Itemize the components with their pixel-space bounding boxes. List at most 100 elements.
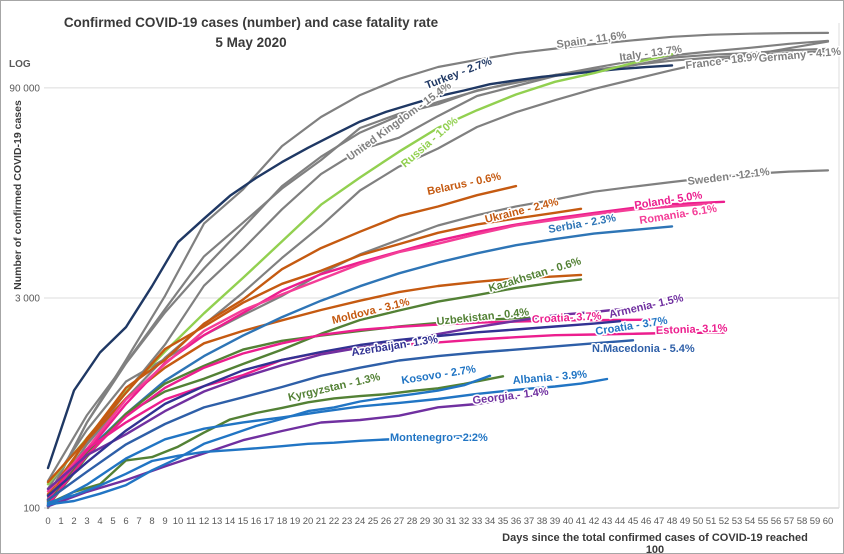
- series-line-romania: [46, 202, 713, 493]
- x-tick-label: 5: [110, 516, 115, 527]
- chart-subtitle: 5 May 2020: [215, 34, 287, 50]
- series-label-azerbaijan: Azerbaijan- 1.3%: [351, 333, 439, 359]
- series-line-germany: [46, 50, 830, 500]
- x-tick-label: 39: [550, 516, 561, 527]
- x-tick-label: 59: [810, 516, 821, 527]
- x-tick-label: 37: [524, 516, 535, 527]
- x-tick-label: 58: [797, 516, 808, 527]
- series-line-belarus: [46, 184, 518, 484]
- x-tick-label: 7: [136, 516, 141, 527]
- x-tick-label: 56: [771, 516, 782, 527]
- x-tick-label: 27: [394, 516, 405, 527]
- x-tick-label: 51: [706, 516, 717, 527]
- series-label-sweden: Sweden - 12.1%: [687, 166, 771, 188]
- x-tick-label: 8: [149, 516, 154, 527]
- series-label-croatia: Croatia- 3.7%: [532, 310, 602, 326]
- x-tick-label: 55: [758, 516, 769, 527]
- x-tick-label: 46: [641, 516, 652, 527]
- series-line-france: [46, 47, 830, 510]
- series-line-estonia: [46, 331, 726, 501]
- x-tick-label: 25: [368, 516, 379, 527]
- x-tick-label: 28: [407, 516, 418, 527]
- x-tick-label: 52: [719, 516, 730, 527]
- x-tick-label: 42: [589, 516, 600, 527]
- x-tick-label: 24: [355, 516, 366, 527]
- x-tick-label: 30: [433, 516, 444, 527]
- x-tick-label: 40: [563, 516, 574, 527]
- x-tick-label: 13: [212, 516, 223, 527]
- y-tick-label: 100: [23, 504, 40, 515]
- series-line-uzbekistan: [46, 316, 531, 507]
- x-tick-label: 44: [615, 516, 626, 527]
- series-line-n-macedonia: [46, 339, 635, 502]
- series-line-italy: [46, 39, 830, 482]
- x-tick-label: 23: [342, 516, 353, 527]
- chart-title-block: Confirmed COVID-19 cases (number) and ca…: [56, 13, 446, 52]
- x-tick-label: 4: [97, 516, 102, 527]
- x-tick-label: 41: [576, 516, 587, 527]
- series-label-belarus: Belarus - 0.6%: [426, 171, 502, 198]
- x-tick-label: 17: [264, 516, 275, 527]
- x-tick-label: 33: [472, 516, 483, 527]
- x-tick-label: 16: [251, 516, 262, 527]
- series-line-azerbaijan: [46, 320, 622, 497]
- y-axis-title: Number of confirmed COVID-19 cases: [12, 100, 24, 290]
- series-label-georgia: Georgia - 1.4%: [472, 386, 550, 407]
- series-label-armenia: Armenia- 1.5%: [608, 292, 685, 321]
- series-line-united-kingdom: [46, 40, 830, 501]
- series-label-spain: Spain - 11,6%: [556, 29, 628, 51]
- x-tick-label: 20: [303, 516, 314, 527]
- x-tick-label: 57: [784, 516, 795, 527]
- series-line-kosovo: [46, 374, 492, 506]
- x-tick-label: 53: [732, 516, 743, 527]
- x-tick-label: 29: [420, 516, 431, 527]
- x-tick-label: 49: [680, 516, 691, 527]
- series-label-russia: Russia - 1.0%: [399, 115, 461, 171]
- series-line-ukraine: [46, 207, 583, 502]
- chart-title: Confirmed COVID-19 cases (number) and ca…: [63, 15, 439, 30]
- series-line-montenegro: [46, 434, 479, 504]
- x-tick-label: 48: [667, 516, 678, 527]
- series-label-estonia: Estonia- 3.1%: [656, 323, 728, 337]
- x-tick-label: 22: [329, 516, 340, 527]
- x-tick-label: 0: [45, 516, 50, 527]
- series-line-armenia: [46, 305, 648, 491]
- x-tick-label: 1: [58, 516, 63, 527]
- y-tick-label: 3 000: [15, 293, 40, 304]
- series-label-uzbekistan: Uzbekistan - 0.4%: [436, 306, 530, 328]
- x-tick-label: 26: [381, 516, 392, 527]
- series-line-albania: [46, 377, 609, 507]
- x-tick-label: 21: [316, 516, 327, 527]
- x-axis-title: Days since the total confirmed cases of …: [502, 532, 808, 554]
- series-line-georgia: [46, 396, 518, 508]
- x-tick-label: 35: [498, 516, 509, 527]
- series-label-n-macedonia: N.Macedonia - 5.4%: [592, 343, 695, 355]
- x-tick-label: 14: [225, 516, 236, 527]
- series-line-serbia: [46, 225, 674, 508]
- y-tick-label: 90 000: [9, 83, 40, 94]
- series-label-germany: Germany - 4.1%: [758, 46, 841, 65]
- x-tick-label: 50: [693, 516, 704, 527]
- x-tick-label: 54: [745, 516, 756, 527]
- series-label-montenegro: Montenegro - 2.2%: [390, 432, 488, 444]
- x-tick-label: 19: [290, 516, 301, 527]
- x-tick-label: 32: [459, 516, 470, 527]
- x-tick-label: 45: [628, 516, 639, 527]
- x-tick-label: 36: [511, 516, 522, 527]
- x-tick-label: 34: [485, 516, 496, 527]
- x-tick-label: 3: [84, 516, 89, 527]
- x-tick-label: 2: [71, 516, 76, 527]
- x-tick-label: 18: [277, 516, 288, 527]
- series-line-croatia: [46, 318, 661, 507]
- series-line-kyrgyzstan: [46, 375, 505, 505]
- series-line-sweden: [46, 169, 830, 490]
- x-tick-label: 31: [446, 516, 457, 527]
- x-tick-label: 12: [199, 516, 210, 527]
- series-line-spain: [46, 31, 830, 498]
- x-tick-label: 60: [823, 516, 834, 527]
- x-tick-label: 10: [173, 516, 184, 527]
- x-tick-label: 15: [238, 516, 249, 527]
- x-tick-label: 9: [162, 516, 167, 527]
